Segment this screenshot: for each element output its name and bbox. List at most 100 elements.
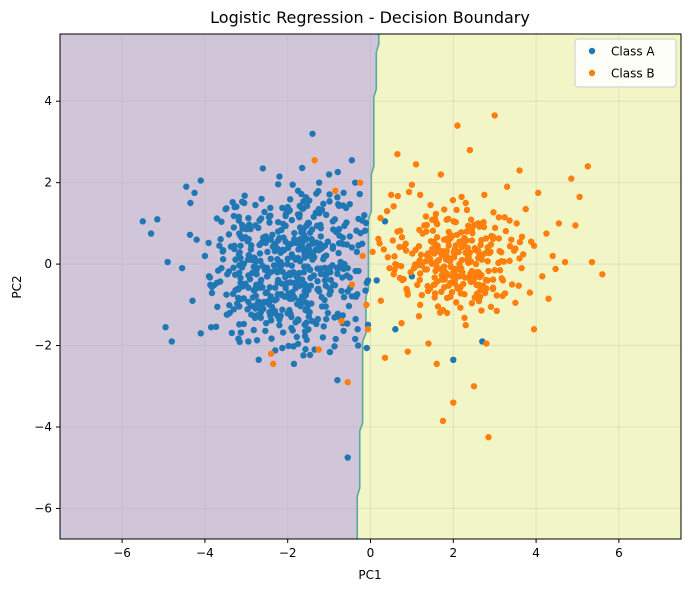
- class-b-point: [338, 317, 345, 325]
- class-b-point: [518, 233, 526, 241]
- class-b-point: [388, 191, 395, 199]
- legend-class-b-label: Class B: [611, 67, 655, 81]
- class-a-point: [168, 338, 175, 345]
- class-a-point: [274, 313, 281, 320]
- class-b-point: [487, 303, 495, 311]
- class-b-point: [516, 167, 523, 174]
- class-a-point: [340, 293, 348, 301]
- class-b-point: [478, 236, 485, 244]
- class-b-point: [508, 281, 516, 288]
- chart-title: Logistic Regression - Decision Boundary: [210, 8, 530, 27]
- class-b-point: [502, 227, 510, 235]
- x-tick-label: 2: [449, 546, 457, 560]
- x-tick-label: 4: [532, 546, 540, 560]
- class-b-point: [522, 205, 529, 213]
- class-b-point: [456, 238, 463, 245]
- class-b-point: [423, 221, 430, 229]
- class-b-point: [311, 157, 318, 164]
- class-b-point: [467, 278, 475, 286]
- class-a-point: [278, 291, 285, 298]
- class-b-point: [432, 210, 440, 218]
- class-a-point: [250, 326, 257, 334]
- class-a-point: [353, 248, 361, 256]
- class-a-point: [189, 297, 196, 304]
- class-a-point: [294, 254, 302, 262]
- class-a-point: [317, 233, 325, 240]
- class-b-point: [463, 237, 470, 244]
- class-a-point: [334, 310, 341, 317]
- class-a-point: [242, 234, 249, 241]
- class-a-point: [266, 284, 274, 291]
- class-a-point: [279, 344, 286, 352]
- class-a-point: [303, 221, 311, 229]
- class-b-point: [434, 242, 441, 249]
- class-a-point: [230, 264, 237, 271]
- class-b-point: [436, 309, 444, 316]
- class-a-point: [273, 295, 280, 303]
- class-b-point: [478, 271, 485, 279]
- class-a-point: [223, 205, 230, 212]
- class-b-point: [468, 237, 476, 244]
- class-a-point: [259, 165, 267, 172]
- class-a-point: [139, 218, 146, 225]
- class-b-point: [485, 433, 492, 441]
- class-b-point: [424, 282, 431, 290]
- class-a-point: [337, 258, 344, 266]
- class-b-point: [396, 243, 403, 251]
- class-b-point: [480, 250, 488, 258]
- class-a-point: [236, 230, 243, 237]
- class-a-point: [361, 227, 369, 234]
- class-b-point: [391, 266, 398, 273]
- class-b-point: [433, 234, 441, 241]
- class-b-point: [463, 206, 471, 214]
- class-a-point: [329, 245, 337, 252]
- class-a-point: [197, 330, 204, 337]
- y-tick-label: −4: [34, 420, 52, 434]
- class-b-point: [513, 220, 520, 227]
- class-b-point: [490, 209, 497, 216]
- class-a-point: [212, 323, 220, 331]
- class-a-point: [362, 287, 369, 294]
- class-b-point: [390, 203, 397, 210]
- class-b-point: [437, 171, 445, 178]
- class-a-point: [325, 171, 333, 178]
- class-b-point: [457, 304, 464, 311]
- y-tick-label: −6: [34, 501, 52, 515]
- class-a-point: [243, 225, 250, 233]
- class-b-point: [431, 274, 438, 281]
- class-a-point: [343, 272, 351, 279]
- class-b-point: [463, 228, 470, 235]
- y-tick-label: 2: [44, 176, 52, 190]
- class-a-point: [274, 181, 282, 188]
- class-a-point: [351, 179, 359, 186]
- class-a-point: [237, 274, 244, 282]
- class-b-point: [440, 206, 448, 213]
- class-b-point: [477, 241, 484, 249]
- class-a-point: [338, 287, 345, 295]
- class-a-point: [265, 213, 273, 220]
- class-a-point: [310, 213, 317, 221]
- class-a-point: [318, 293, 325, 301]
- class-a-point: [218, 218, 225, 225]
- class-b-point: [478, 307, 485, 314]
- class-b-point: [484, 258, 491, 265]
- class-a-point: [214, 303, 221, 311]
- class-a-point: [230, 306, 238, 313]
- class-a-point: [219, 247, 227, 254]
- class-a-point: [284, 255, 291, 263]
- class-a-point: [244, 306, 251, 313]
- class-a-point: [301, 328, 309, 335]
- class-a-point: [245, 272, 252, 279]
- class-b-point: [453, 206, 460, 214]
- class-b-point: [498, 275, 505, 282]
- x-axis: −6 −4 −2 0 2 4 6: [113, 539, 623, 560]
- class-a-point: [178, 264, 186, 272]
- class-a-point: [354, 326, 361, 333]
- class-b-point: [433, 258, 440, 266]
- class-b-point: [439, 417, 447, 425]
- x-axis-label: PC1: [358, 568, 381, 582]
- class-b-point: [444, 235, 451, 242]
- class-a-point: [241, 192, 248, 199]
- class-a-point: [327, 276, 334, 284]
